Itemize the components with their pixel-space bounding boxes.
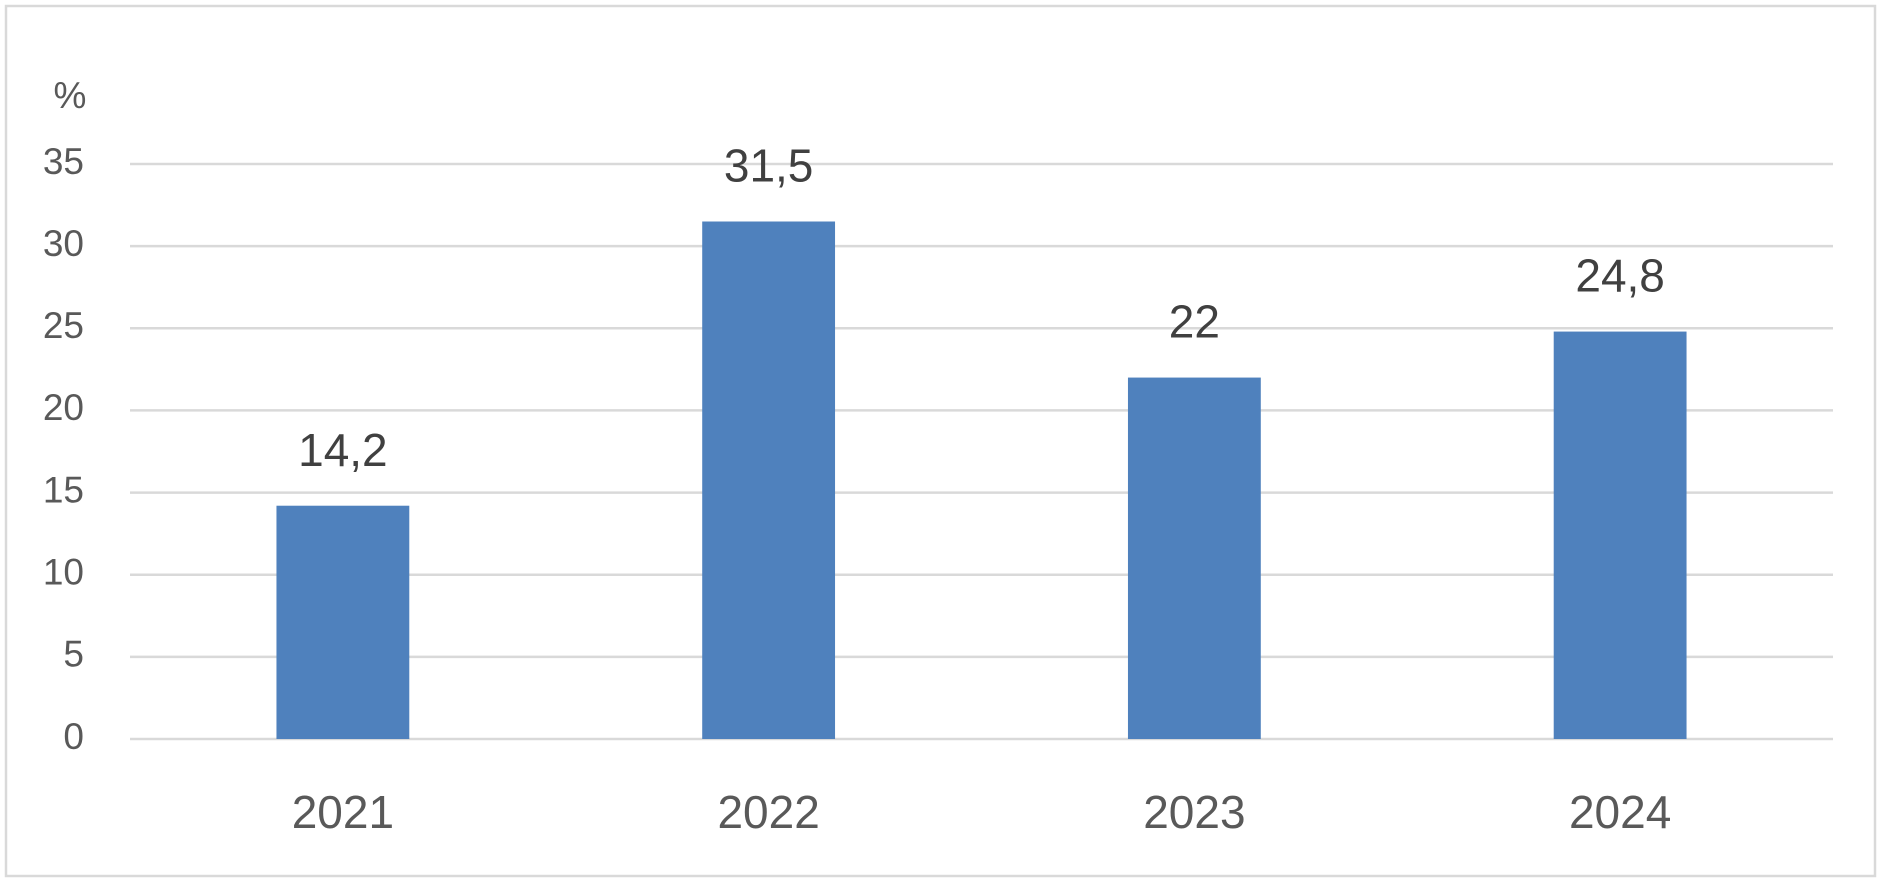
x-tick-label: 2023 xyxy=(1143,786,1245,838)
bar xyxy=(702,221,836,739)
y-tick-label: 35 xyxy=(43,141,84,182)
y-axis-label: % xyxy=(54,75,87,116)
value-label: 24,8 xyxy=(1575,250,1665,302)
y-tick-label: 5 xyxy=(63,634,84,675)
y-tick-label: 10 xyxy=(43,551,84,592)
y-tick-label: 20 xyxy=(43,387,84,428)
y-tick-label: 15 xyxy=(43,469,84,510)
value-label: 22 xyxy=(1169,296,1220,348)
bar xyxy=(276,505,410,739)
bar xyxy=(1553,331,1687,739)
bar xyxy=(1127,377,1261,739)
value-label: 31,5 xyxy=(724,140,814,192)
x-tick-label: 2022 xyxy=(717,786,819,838)
y-tick-label: 30 xyxy=(43,223,84,264)
x-tick-label: 2021 xyxy=(292,786,394,838)
y-tick-label: 25 xyxy=(43,305,84,346)
x-tick-label: 2024 xyxy=(1569,786,1671,838)
value-label: 14,2 xyxy=(298,424,388,476)
y-tick-label: 0 xyxy=(63,716,84,757)
